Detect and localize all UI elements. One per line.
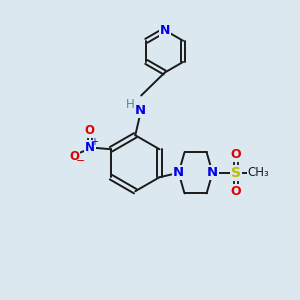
- Text: CH₃: CH₃: [247, 166, 269, 179]
- Text: −: −: [76, 156, 85, 166]
- Text: O: O: [70, 149, 80, 163]
- Text: N: N: [160, 24, 170, 37]
- Text: S: S: [231, 166, 241, 180]
- Text: N: N: [135, 104, 146, 117]
- Text: N: N: [207, 166, 218, 179]
- Text: O: O: [231, 148, 242, 161]
- Text: +: +: [90, 137, 98, 147]
- Text: N: N: [173, 166, 184, 179]
- Text: H: H: [126, 98, 134, 111]
- Text: O: O: [231, 184, 242, 198]
- Text: O: O: [85, 124, 95, 137]
- Text: N: N: [85, 141, 95, 154]
